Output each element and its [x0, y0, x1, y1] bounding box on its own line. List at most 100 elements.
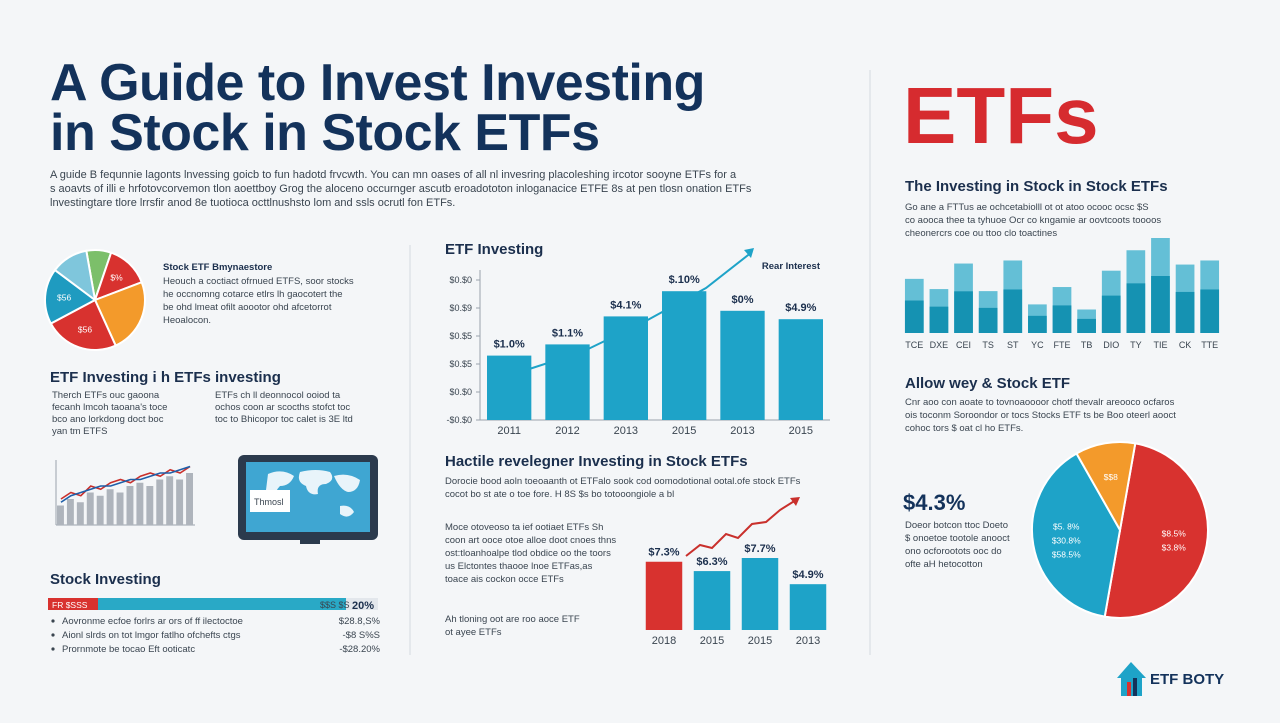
heading: Hactile revelegner Investing in Stock ET… — [445, 453, 748, 470]
y-tick-label: $0.$0 — [449, 275, 472, 285]
intro-line: s aoavts of illi e hrfotovcorvemon tlon … — [50, 183, 752, 195]
text-line: fecanh lmcoh taoana's toce — [52, 402, 167, 413]
title: in Stock in Stock ETFs — [50, 104, 600, 162]
text-line: Cnr aoo con aoate to tovnoaoooor chotf t… — [905, 397, 1175, 408]
bullet — [51, 647, 55, 651]
text-line: $ onoetoe tootole anooct — [905, 533, 1010, 544]
row-text: Aovronme ecfoe forlrs ar ors of ff ilect… — [62, 616, 243, 627]
pie-slice — [53, 249, 97, 303]
x-tick-label: CK — [1179, 340, 1192, 350]
y-tick-label: $0.$5 — [449, 331, 472, 341]
bar — [741, 558, 779, 630]
bar — [166, 476, 174, 525]
text-line: ost:tloanhoalpe tlod obdice oo the toors — [445, 548, 611, 559]
bar-lower — [1101, 295, 1121, 333]
bar — [720, 310, 765, 420]
bar-label: $0% — [731, 294, 753, 306]
text-line: ois toconm Soroondor or tocs Stocks ETF … — [905, 410, 1176, 421]
bar — [86, 492, 94, 525]
heading: Stock Investing — [50, 571, 161, 588]
bar-lower — [1052, 305, 1072, 333]
heading: Allow wey & Stock ETF — [905, 375, 1070, 392]
bar — [106, 489, 114, 525]
bar — [662, 291, 707, 420]
x-tick-label: 2018 — [652, 635, 676, 647]
slice-label: $$8 — [1104, 472, 1118, 482]
trend-line — [685, 499, 797, 557]
pie-slice — [44, 268, 97, 325]
highlight: $4.3% — [903, 490, 965, 515]
bar-text: $$S $S — [320, 600, 350, 610]
logo-bar — [1127, 682, 1131, 696]
logo-icon — [1117, 662, 1146, 696]
heading: The Investing in Stock in Stock ETFs — [905, 178, 1168, 195]
x-tick-label: TIE — [1153, 340, 1167, 350]
text-line: bco ano lorkdong doct boc — [52, 414, 164, 425]
row-value: $28.8,S% — [339, 616, 381, 627]
slice-label: $3.8% — [1162, 542, 1187, 552]
logo-bar — [1133, 678, 1137, 696]
bar — [116, 492, 124, 525]
bar-label: $4.9% — [785, 302, 816, 314]
bar — [176, 479, 184, 525]
pie-slice — [1030, 452, 1122, 618]
pie-slice — [49, 298, 117, 351]
x-tick-label: ST — [1007, 340, 1019, 350]
x-tick-label: TTE — [1201, 340, 1218, 350]
bar-label: $1.1% — [552, 327, 583, 339]
bar — [57, 505, 64, 525]
bar — [603, 316, 648, 420]
text-line: Go ane a FTTus ae ochcetabiolll ot ot at… — [905, 202, 1149, 213]
x-tick-label: 2015 — [789, 425, 813, 437]
bullet — [51, 633, 55, 637]
text-line: cheonercrs coe ou ttoo clo toactines — [905, 228, 1057, 239]
text-line: yan tm ETFS — [52, 426, 107, 437]
bar-lower — [954, 291, 973, 333]
bar-lower — [929, 306, 949, 333]
row-text: Prornmote be tocao Eft ooticatc — [62, 644, 195, 655]
line — [60, 465, 191, 503]
bar — [645, 561, 683, 630]
bar — [136, 482, 144, 525]
x-tick-label: TS — [982, 340, 994, 350]
trend-arrow — [790, 497, 800, 506]
slice-label: $30.8% — [1052, 535, 1081, 545]
bar-label: $6.3% — [696, 556, 727, 568]
x-tick-label: TB — [1081, 340, 1093, 350]
chart-title: ETF Investing — [445, 241, 543, 258]
text-line: Dorocie bood aoln toeoaanth ot ETFalo so… — [445, 476, 801, 487]
legend-label: Rear Interest — [762, 261, 821, 272]
slice-label: $8.5% — [1162, 528, 1187, 538]
bar-label: $7.7% — [744, 543, 775, 555]
bar — [96, 495, 104, 525]
bar-lower — [1077, 318, 1096, 333]
x-tick-label: 2013 — [730, 425, 754, 437]
tag-label: FR $SSS — [52, 600, 88, 610]
heading: ETF Investing i h ETFs investing — [50, 369, 281, 386]
slice-label: $56 — [78, 324, 92, 334]
slice-label: $% — [110, 273, 123, 283]
x-tick-label: TCE — [905, 340, 923, 350]
bar-label: $1.0% — [494, 339, 525, 351]
text-line: ono ocforootots ooc do — [905, 546, 1002, 557]
text-line: Ah tloning oot are roo aoce ETF — [445, 614, 580, 625]
text-line: toace ais cockon occe ETFs — [445, 574, 564, 585]
x-tick-label: 2015 — [748, 635, 772, 647]
text-line: be ohd lmeat ofilt aoootor ohd afcetorro… — [163, 302, 332, 313]
text-line: ETFs ch ll deonnocol ooiod ta — [215, 390, 341, 401]
text-line: Doeor botcon ttoc Doeto — [905, 520, 1008, 531]
monitor — [238, 455, 378, 544]
bar — [186, 473, 193, 525]
x-tick-label: 2012 — [555, 425, 579, 437]
x-tick-label: 2011 — [497, 425, 521, 437]
bar-lower — [1126, 283, 1146, 333]
bar — [778, 319, 823, 420]
row-value: -$28.20% — [339, 644, 380, 655]
bar — [66, 499, 74, 525]
screen-label: Thmosl — [254, 497, 284, 507]
text-line: Heouch a coctiact ofrnued ETFS, soor sto… — [163, 276, 354, 287]
text-line: ot ayee ETFs — [445, 627, 502, 638]
x-tick-label: TY — [1130, 340, 1142, 350]
bar-percent: 20% — [352, 600, 374, 612]
